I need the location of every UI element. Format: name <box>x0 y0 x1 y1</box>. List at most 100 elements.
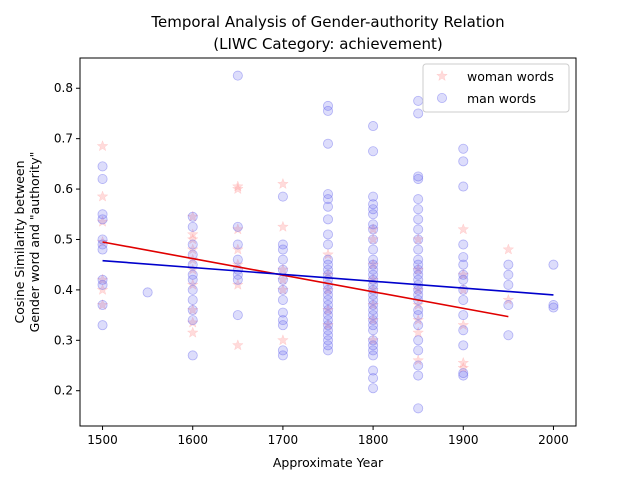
man-word-point <box>413 335 424 346</box>
man-word-point <box>97 279 108 290</box>
man-word-point <box>413 259 424 270</box>
man-word-point <box>368 121 379 132</box>
man-word-point <box>322 201 333 212</box>
woman-word-point <box>457 318 470 331</box>
man-word-point <box>322 325 333 336</box>
man-word-point <box>548 259 559 270</box>
man-word-point <box>413 370 424 381</box>
man-word-point <box>232 239 243 250</box>
y-tick-label: 0.8 <box>54 81 73 95</box>
y-tick-label: 0.7 <box>54 132 73 146</box>
man-word-point <box>413 95 424 106</box>
woman-word-point <box>367 223 380 235</box>
man-word-point <box>97 173 108 184</box>
man-word-point <box>187 350 198 361</box>
woman-word-point <box>231 180 244 192</box>
man-word-point <box>458 252 469 263</box>
man-word-point <box>503 269 514 280</box>
woman-word-point <box>276 273 289 285</box>
man-word-point <box>413 345 424 356</box>
woman-word-point <box>186 233 199 245</box>
man-word-point <box>548 302 559 313</box>
y-tick-label: 0.5 <box>54 232 73 246</box>
man-word-point <box>277 244 288 255</box>
y-axis-label-line1: Cosine Similarity between <box>12 160 27 323</box>
man-word-point <box>322 194 333 205</box>
woman-word-point <box>367 313 380 326</box>
woman-word-point <box>231 182 244 195</box>
woman-word-point <box>96 273 109 285</box>
man-word-point <box>458 274 469 285</box>
y-tick-label: 0.6 <box>54 182 73 196</box>
man-word-point <box>322 254 333 265</box>
woman-word-point <box>322 283 334 295</box>
woman-word-point <box>96 215 109 227</box>
man-word-point <box>187 239 198 250</box>
man-word-point <box>368 204 379 215</box>
man-word-point <box>277 315 288 326</box>
man-word-point <box>368 191 379 202</box>
man-word-point <box>368 300 379 311</box>
man-word-point <box>277 191 288 202</box>
woman-word-point <box>367 233 380 245</box>
man-word-point <box>322 239 333 250</box>
x-tick-label: 1700 <box>268 433 299 447</box>
legend-circle-marker <box>436 93 447 104</box>
man-word-point <box>458 340 469 351</box>
woman-word-point <box>96 283 109 295</box>
woman-word-point <box>186 316 199 328</box>
man-word-point <box>368 219 379 230</box>
man-word-point <box>277 264 288 275</box>
x-axis-ticks: 1500 1600 1700 1800 1900 2000 <box>87 426 569 447</box>
chart-title: Temporal Analysis of Gender-authority Re… <box>150 13 504 31</box>
man-word-point <box>322 345 333 356</box>
man-word-point <box>322 189 333 200</box>
woman-word-point <box>186 243 199 255</box>
y-axis-label-line2: Gender word and "authority" <box>27 152 42 333</box>
woman-word-point <box>412 354 425 366</box>
man-word-point <box>368 209 379 220</box>
man-word-point <box>322 264 333 275</box>
woman-word-point <box>412 263 425 275</box>
man-word-point <box>322 105 333 116</box>
man-word-point <box>368 373 379 384</box>
man-word-point <box>322 330 333 341</box>
x-tick-label: 1900 <box>448 433 479 447</box>
man-word-point <box>187 274 198 285</box>
trend-lines <box>102 241 554 318</box>
man-word-point <box>413 305 424 316</box>
woman-word-point <box>96 235 109 248</box>
man-word-point <box>458 370 469 381</box>
man-word-point <box>277 294 288 305</box>
man-word-point <box>503 259 514 270</box>
man-word-point <box>368 279 379 290</box>
man-word-point <box>277 350 288 361</box>
woman-word-point <box>367 258 380 270</box>
man-word-point <box>368 244 379 255</box>
woman-word-point <box>276 177 289 190</box>
legend-woman-star-icon <box>436 69 448 82</box>
man-word-point <box>413 244 424 255</box>
y-tick-label: 0.4 <box>54 283 73 297</box>
woman-word-point <box>322 318 334 331</box>
man-word-point <box>368 315 379 326</box>
man-word-point <box>368 146 379 157</box>
x-tick-label: 1500 <box>87 433 118 447</box>
woman-word-point <box>276 283 289 295</box>
man-word-point <box>277 345 288 356</box>
man-word-point <box>187 269 198 280</box>
woman-word-point <box>457 223 470 235</box>
woman-word-point <box>96 140 109 152</box>
man-word-point <box>368 234 379 245</box>
man-word-point <box>322 259 333 270</box>
man-word-point <box>368 325 379 336</box>
man-word-point <box>232 274 243 285</box>
y-tick-label: 0.2 <box>54 384 73 398</box>
legend-label-man: man words <box>467 91 536 106</box>
man-word-point <box>368 199 379 210</box>
woman-word-point <box>367 273 380 285</box>
woman-word-point <box>457 268 470 280</box>
man-word-point <box>458 143 469 154</box>
man-word-point <box>322 100 333 111</box>
man-word-point <box>413 214 424 225</box>
